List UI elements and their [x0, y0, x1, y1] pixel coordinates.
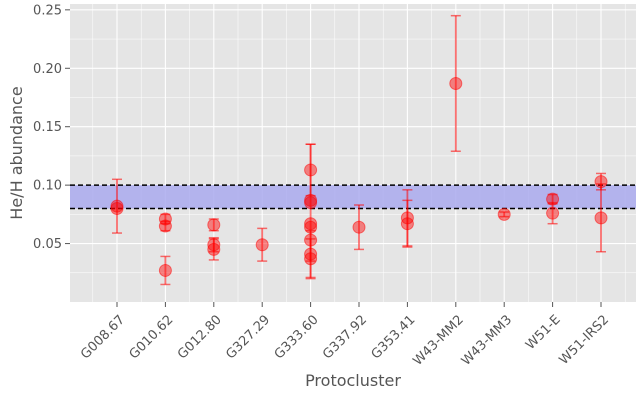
data-point-group [352, 204, 366, 251]
y-tick-label: 0.10 [33, 179, 62, 194]
x-tick-label: G008.67 [78, 312, 128, 362]
band-fill [70, 185, 636, 209]
x-tick-label: W51-IRS2 [557, 312, 612, 367]
x-tick-label: G337.92 [320, 312, 370, 362]
y-axis-label: He/H abundance [7, 86, 26, 219]
data-point-group [207, 238, 221, 261]
data-point-group [207, 218, 221, 232]
x-tick-label: G327.29 [223, 312, 273, 362]
data-point-group [449, 14, 463, 152]
x-axis: G008.67G010.62G012.80G327.29G333.60G337.… [78, 302, 612, 369]
data-point [207, 218, 221, 232]
data-point-group [158, 219, 172, 233]
x-tick-label: W43-MM3 [459, 312, 515, 368]
data-point [546, 206, 560, 220]
data-point [352, 220, 366, 234]
data-point [594, 211, 608, 225]
y-tick-label: 0.20 [33, 62, 62, 77]
plot-background [70, 4, 636, 302]
data-point [400, 217, 414, 231]
data-point-group [255, 227, 269, 262]
data-point-group [594, 183, 608, 253]
y-tick-label: 0.05 [33, 237, 62, 252]
x-tick-label: G010.62 [127, 312, 177, 362]
y-axis: 0.05 0.10 0.15 0.20 0.25 [33, 3, 70, 252]
data-point-group [304, 217, 318, 231]
data-point [110, 202, 124, 216]
data-point [158, 219, 172, 233]
data-point-group [400, 199, 414, 248]
data-points [110, 14, 608, 286]
data-point [304, 217, 318, 231]
x-tick-label: W51-E [523, 312, 564, 353]
x-tick-label: G333.60 [272, 312, 322, 362]
grid [70, 4, 636, 302]
x-tick-label: G012.80 [175, 312, 225, 362]
y-tick-label: 0.25 [33, 3, 62, 18]
data-point [304, 196, 318, 210]
data-point-group [546, 201, 560, 225]
data-point-group [497, 207, 511, 221]
data-point [304, 252, 318, 266]
data-point-group [110, 202, 124, 216]
x-axis-label: Protocluster [305, 371, 401, 390]
data-point-group [158, 255, 172, 286]
reference-band [70, 184, 636, 210]
data-point [158, 263, 172, 277]
x-tick-label: W43-MM2 [410, 312, 466, 368]
y-tick-label: 0.15 [33, 120, 62, 135]
data-point [497, 207, 511, 221]
x-tick-label: G353.41 [369, 312, 419, 362]
data-point-group [304, 238, 318, 280]
data-point [449, 76, 463, 90]
data-point [207, 242, 221, 256]
data-point [255, 238, 269, 252]
